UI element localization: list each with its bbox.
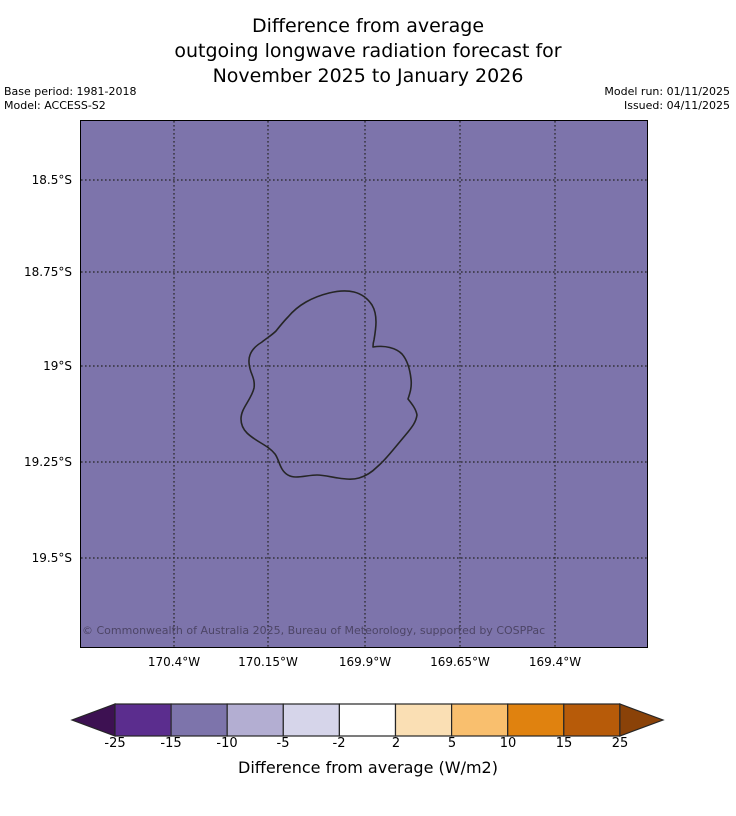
colorbar-tick-minus15: -15: [160, 736, 182, 751]
colorbar-axis-label: Difference from average (W/m2): [238, 758, 498, 777]
colorbar-band-5-10: [451, 703, 509, 737]
y-tick-18-75: 18.75°S: [24, 265, 72, 279]
colorbar-tick-25: 25: [611, 736, 629, 751]
colorbar-swatches: [70, 703, 665, 737]
colorbar-extend-left: [70, 703, 116, 737]
colorbar-band-15-25: [563, 703, 621, 737]
x-tick-169-65: 169.65°W: [430, 655, 490, 669]
colorbar-tick-minus2: -2: [332, 736, 346, 751]
issued-text: Issued: 04/11/2025: [623, 99, 730, 112]
base-period-text: Base period: 1981-2018: [4, 85, 137, 98]
colorbar-tick-10: 10: [499, 736, 517, 751]
y-tick-19-25: 19.25°S: [24, 455, 72, 469]
colorbar-tick-minus25: -25: [104, 736, 126, 751]
model-text: Model: ACCESS-S2: [4, 99, 106, 112]
x-tick-170-15: 170.15°W: [238, 655, 298, 669]
y-tick-18-5: 18.5°S: [31, 173, 72, 187]
map-plot-area: [80, 120, 648, 648]
colorbar-band-lt-minus15: [114, 703, 172, 737]
colorbar-band-10-15: [507, 703, 565, 737]
y-tick-19-5: 19.5°S: [31, 551, 72, 565]
colorbar-extend-right: [619, 703, 665, 737]
colorbar: -25 -15 -10 -5 -2 2 5 10 15 25 Differenc…: [0, 700, 736, 816]
page-title: Difference from average outgoing longwav…: [0, 14, 736, 89]
colorbar-tick-5: 5: [447, 736, 457, 751]
colorbar-band-2-5: [394, 703, 453, 737]
title-line-1: Difference from average: [251, 15, 485, 37]
x-tick-170-4: 170.4°W: [147, 655, 201, 669]
y-tick-19: 19°S: [43, 359, 72, 373]
x-tick-169-9: 169.9°W: [338, 655, 392, 669]
colorbar-band-minus5-minus2: [282, 703, 340, 737]
colorbar-tick-minus5: -5: [276, 736, 290, 751]
colorbar-tick-2: 2: [391, 736, 401, 751]
model-run-text: Model run: 01/11/2025: [604, 85, 730, 98]
colorbar-tick-minus10: -10: [216, 736, 238, 751]
colorbar-tick-15: 15: [555, 736, 573, 751]
header-right-notes: Model run: 01/11/2025 Issued: 04/11/2025: [604, 85, 730, 113]
x-tick-169-4: 169.4°W: [528, 655, 582, 669]
colorbar-band-minus10-minus5: [226, 703, 284, 737]
header-left-notes: Base period: 1981-2018 Model: ACCESS-S2: [4, 85, 136, 113]
niue-coastline: [240, 290, 418, 480]
colorbar-band-minus15-minus10: [170, 703, 228, 737]
title-line-3: November 2025 to January 2026: [212, 65, 524, 87]
title-line-2: outgoing longwave radiation forecast for: [174, 40, 562, 62]
map-credit-text: © Commonwealth of Australia 2025, Bureau…: [82, 624, 546, 637]
colorbar-band-minus2-2: [338, 703, 397, 737]
